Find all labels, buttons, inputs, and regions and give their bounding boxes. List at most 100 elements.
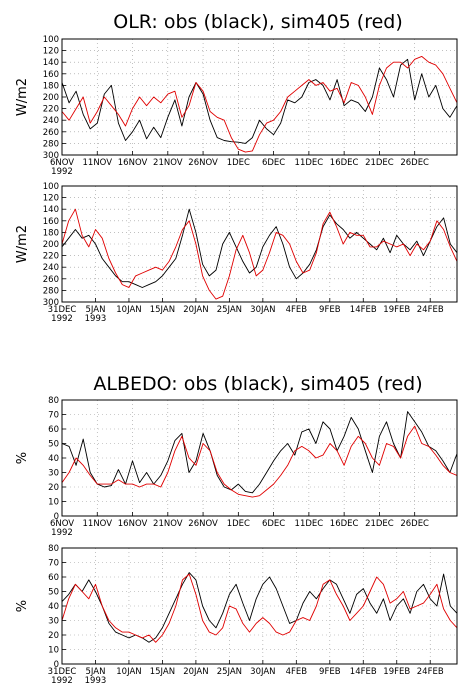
y-tick-label: 220 (43, 252, 59, 262)
x-tick-label: 19FEB (383, 305, 410, 315)
x-tick-label: 4FEB (286, 305, 308, 315)
x-tick-label: 25JAN (217, 305, 242, 315)
x-tick-label: 11DEC (295, 519, 324, 529)
x-tick-year-label: 1993 (85, 676, 107, 686)
obs-series-line (61, 58, 458, 144)
x-tick-label: 21NOV (153, 158, 183, 168)
x-tick-label: 26DEC (400, 158, 429, 168)
y-tick-label: 40 (48, 454, 59, 464)
y-tick-label: 60 (48, 425, 59, 435)
x-tick-label: 10JAN (116, 305, 141, 315)
y-tick-label: 40 (48, 602, 59, 612)
plot-frame (61, 185, 458, 303)
x-tick-label: 24FEB (417, 305, 444, 315)
y-tick-label: 260 (43, 128, 59, 138)
x-tick-label: 4FEB (286, 667, 308, 677)
x-tick-label: 14FEB (350, 667, 377, 677)
y-tick-label: 180 (43, 228, 59, 238)
y-tick-label: 10 (48, 498, 59, 508)
sim405-series-line (61, 55, 458, 153)
x-tick-label: 15JAN (150, 305, 175, 315)
y-tick-label: 80 (48, 544, 59, 554)
y-axis-label: W/m2 (15, 225, 30, 263)
x-tick-year-label: 1992 (51, 676, 73, 686)
x-tick-label: 16DEC (330, 519, 359, 529)
y-tick-label: 120 (43, 47, 59, 57)
y-tick-label: 120 (43, 194, 59, 204)
x-tick-label: 26NOV (188, 519, 218, 529)
olr-title: OLR: obs (black), sim405 (red) (113, 11, 403, 33)
x-tick-label: 25JAN (217, 667, 242, 677)
y-tick-label: 280 (43, 139, 59, 149)
x-tick-year-label: 1992 (51, 314, 73, 324)
x-tick-label: 6NOV (50, 519, 74, 529)
y-tick-label: 260 (43, 275, 59, 285)
x-tick-label: 26DEC (400, 519, 429, 529)
y-tick-label: 50 (48, 440, 59, 450)
y-axis-label: W/m2 (15, 78, 30, 116)
sim405-series-line (61, 425, 458, 498)
y-axis-label: % (15, 452, 30, 464)
y-tick-label: 140 (43, 58, 59, 68)
obs-series-line (61, 572, 458, 643)
y-tick-label: 280 (43, 286, 59, 296)
y-tick-label: 300 (43, 298, 59, 308)
y-axis-label: % (15, 600, 30, 612)
y-tick-label: 300 (43, 151, 59, 161)
y-tick-label: 240 (43, 116, 59, 126)
y-tick-label: 60 (48, 573, 59, 583)
x-tick-label: 14FEB (350, 305, 377, 315)
y-tick-label: 200 (43, 93, 59, 103)
y-tick-label: 20 (48, 631, 59, 641)
x-tick-label: 30JAN (250, 305, 275, 315)
x-tick-label: 30JAN (250, 667, 275, 677)
y-tick-label: 10 (48, 646, 59, 656)
y-tick-label: 160 (43, 217, 59, 227)
x-tick-label: 21NOV (153, 519, 183, 529)
x-tick-label: 26NOV (188, 158, 218, 168)
y-tick-label: 180 (43, 81, 59, 91)
albedo-title: ALBEDO: obs (black), sim405 (red) (93, 373, 422, 395)
x-tick-label: 31DEC (48, 305, 77, 315)
x-tick-label: 20JAN (183, 667, 208, 677)
x-tick-label: 16NOV (118, 158, 148, 168)
x-tick-label: 9FEB (319, 667, 341, 677)
x-tick-label: 21DEC (365, 519, 394, 529)
y-tick-label: 240 (43, 263, 59, 273)
x-tick-label: 6NOV (50, 158, 74, 168)
y-tick-label: 30 (48, 469, 59, 479)
x-tick-label: 9FEB (319, 305, 341, 315)
obs-series-line (61, 411, 458, 494)
y-tick-label: 20 (48, 483, 59, 493)
x-tick-label: 10JAN (116, 667, 141, 677)
x-tick-label: 6DEC (262, 158, 285, 168)
x-tick-label: 1DEC (227, 519, 250, 529)
y-tick-label: 50 (48, 588, 59, 598)
plot-frame (61, 38, 458, 156)
y-tick-label: 160 (43, 70, 59, 80)
sim405-series-line (61, 208, 458, 300)
x-tick-label: 1DEC (227, 158, 250, 168)
x-tick-label: 24FEB (417, 667, 444, 677)
x-tick-label: 15JAN (150, 667, 175, 677)
x-tick-label: 21DEC (365, 158, 394, 168)
obs-series-line (61, 208, 458, 288)
y-tick-label: 80 (48, 396, 59, 406)
x-tick-label: 5JAN (85, 667, 105, 677)
x-tick-label: 20JAN (183, 305, 208, 315)
x-tick-label: 6DEC (262, 519, 285, 529)
plot-frame (61, 399, 458, 517)
x-tick-year-label: 1992 (51, 528, 73, 538)
x-tick-label: 11DEC (295, 158, 324, 168)
x-tick-label: 11NOV (83, 519, 113, 529)
x-tick-year-label: 1992 (51, 167, 73, 177)
y-tick-label: 200 (43, 240, 59, 250)
y-tick-label: 100 (43, 182, 59, 192)
x-tick-label: 5JAN (85, 305, 105, 315)
y-tick-label: 100 (43, 35, 59, 45)
y-tick-label: 70 (48, 559, 59, 569)
